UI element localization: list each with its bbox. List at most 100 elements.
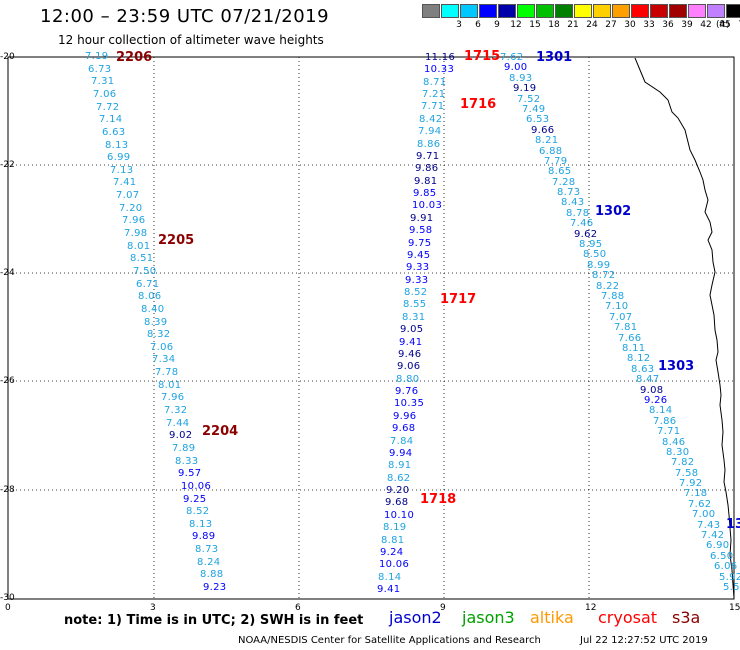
pass-number-label: 1717 — [440, 292, 477, 307]
wave-height-value: 7.89 — [172, 443, 196, 454]
legend-label: 18 — [548, 20, 560, 30]
wave-height-value: 5.92 — [719, 572, 740, 583]
wave-height-value: 7.07 — [116, 190, 140, 201]
wave-height-value: 8.12 — [627, 353, 651, 364]
legend-label: 45 — [719, 20, 731, 30]
legend-swatch — [574, 4, 592, 18]
wave-height-value: 8.78 — [566, 208, 590, 219]
wave-height-value: 7.66 — [618, 333, 642, 344]
wave-height-value: 8.88 — [200, 569, 224, 580]
pass-number-label: 1718 — [420, 492, 457, 507]
wave-height-value: 8.73 — [557, 187, 581, 198]
legend-label: 30 — [624, 20, 636, 30]
wave-height-value: 6.63 — [102, 127, 126, 138]
map-border — [7, 56, 735, 600]
wave-height-value: 8.01 — [158, 380, 182, 391]
wave-height-value: 8.13 — [189, 519, 213, 530]
wave-height-value: 8.11 — [622, 343, 646, 354]
wave-height-value: 6.90 — [706, 540, 730, 551]
satellite-name: jason2 — [389, 608, 442, 627]
wave-height-value: 6.73 — [88, 64, 112, 75]
latitude-label: -30 — [0, 593, 15, 603]
wave-height-value: 7.49 — [522, 104, 546, 115]
wave-height-value: 9.81 — [414, 176, 438, 187]
longitude-label: 0 — [5, 603, 11, 613]
wave-height-value: 8.21 — [535, 135, 559, 146]
wave-height-value: 8.65 — [548, 166, 572, 177]
wave-height-value: 7.43 — [697, 520, 721, 531]
legend-swatch — [517, 4, 535, 18]
pass-number-label: 1303 — [658, 359, 695, 374]
wave-height-value: 7.86 — [653, 416, 677, 427]
wave-height-value: 9.26 — [644, 395, 668, 406]
pass-number-label: 1302 — [595, 204, 632, 219]
longitude-label: 3 — [150, 603, 156, 613]
wave-height-value: 8.52 — [186, 506, 210, 517]
legend-swatch — [726, 4, 740, 18]
legend-swatch — [460, 4, 478, 18]
legend-label: 36 — [662, 20, 674, 30]
pass-number-label: 1301 — [536, 50, 573, 65]
legend-swatch — [422, 4, 440, 18]
wave-height-value: 7.52 — [517, 94, 541, 105]
pass-number-label: 2205 — [158, 233, 195, 248]
pass-number-label: 1715 — [464, 49, 501, 64]
wave-height-value: 9.75 — [408, 238, 432, 249]
footer-note: note: 1) Time is in UTC; 2) SWH is in fe… — [64, 613, 364, 628]
wave-height-value: 8.73 — [195, 544, 219, 555]
wave-height-value: 8.51 — [130, 253, 154, 264]
legend-swatch — [479, 4, 497, 18]
wave-height-value: 8.81 — [381, 535, 405, 546]
legend-swatch — [688, 4, 706, 18]
wave-height-value: 7.20 — [119, 203, 143, 214]
wave-height-value: 8.93 — [509, 73, 533, 84]
wave-height-value: 7.00 — [692, 509, 716, 520]
wave-height-value: 8.99 — [587, 260, 611, 271]
wave-height-value: 9.24 — [380, 547, 404, 558]
wave-height-value: 7.98 — [124, 228, 148, 239]
wave-height-value: 10.06 — [379, 559, 410, 570]
satellite-name: altika — [530, 608, 574, 627]
wave-height-value: 7.31 — [91, 76, 115, 87]
map-subtitle: 12 hour collection of altimeter wave hei… — [58, 33, 324, 47]
wave-height-value: 9.76 — [395, 386, 419, 397]
wave-height-value: 8.52 — [404, 287, 428, 298]
map-title: 12:00 – 23:59 UTC 07/21/2019 — [40, 6, 330, 27]
wave-height-value: 9.41 — [377, 584, 401, 595]
satellite-name: jason3 — [462, 608, 515, 627]
wave-height-value: 7.62 — [500, 52, 524, 63]
wave-height-value: 7.62 — [688, 499, 712, 510]
longitude-label: 6 — [295, 603, 301, 613]
legend-swatch — [612, 4, 630, 18]
longitude-label: 9 — [440, 603, 446, 613]
wave-height-value: 9.66 — [531, 125, 555, 136]
wave-height-value: 8.32 — [147, 329, 171, 340]
wave-height-value: 9.05 — [400, 324, 424, 335]
wave-height-value: 7.71 — [657, 426, 681, 437]
wave-height-value: 9.08 — [640, 385, 664, 396]
legend-label: 27 — [605, 20, 617, 30]
wave-height-value: 7.06 — [93, 89, 117, 100]
wave-height-value: 7.58 — [675, 468, 699, 479]
wave-height-value: 7.81 — [614, 322, 638, 333]
wave-height-value: 8.95 — [579, 239, 603, 250]
wave-height-value: 8.06 — [138, 291, 162, 302]
wave-height-value: 7.96 — [122, 215, 146, 226]
legend-label: 15 — [529, 20, 541, 30]
wave-height-value: 8.72 — [592, 270, 616, 281]
wave-height-value: 8.01 — [127, 241, 151, 252]
wave-height-value: 8.40 — [141, 304, 165, 315]
wave-height-value: 7.42 — [701, 530, 725, 541]
wave-height-value: 9.71 — [416, 151, 440, 162]
wave-height-value: 9.33 — [405, 275, 429, 286]
wave-height-value: 8.24 — [197, 557, 221, 568]
wave-height-value: 7.18 — [684, 488, 708, 499]
wave-height-value: 9.91 — [410, 213, 434, 224]
wave-height-value: 9.02 — [169, 430, 193, 441]
wave-height-value: 8.42 — [419, 114, 443, 125]
wave-height-value: 8.86 — [417, 139, 441, 150]
wave-height-value: 8.62 — [387, 473, 411, 484]
wave-height-value: 9.57 — [178, 468, 202, 479]
wave-height-value: 7.96 — [161, 392, 185, 403]
wave-height-value: 9.06 — [397, 361, 421, 372]
